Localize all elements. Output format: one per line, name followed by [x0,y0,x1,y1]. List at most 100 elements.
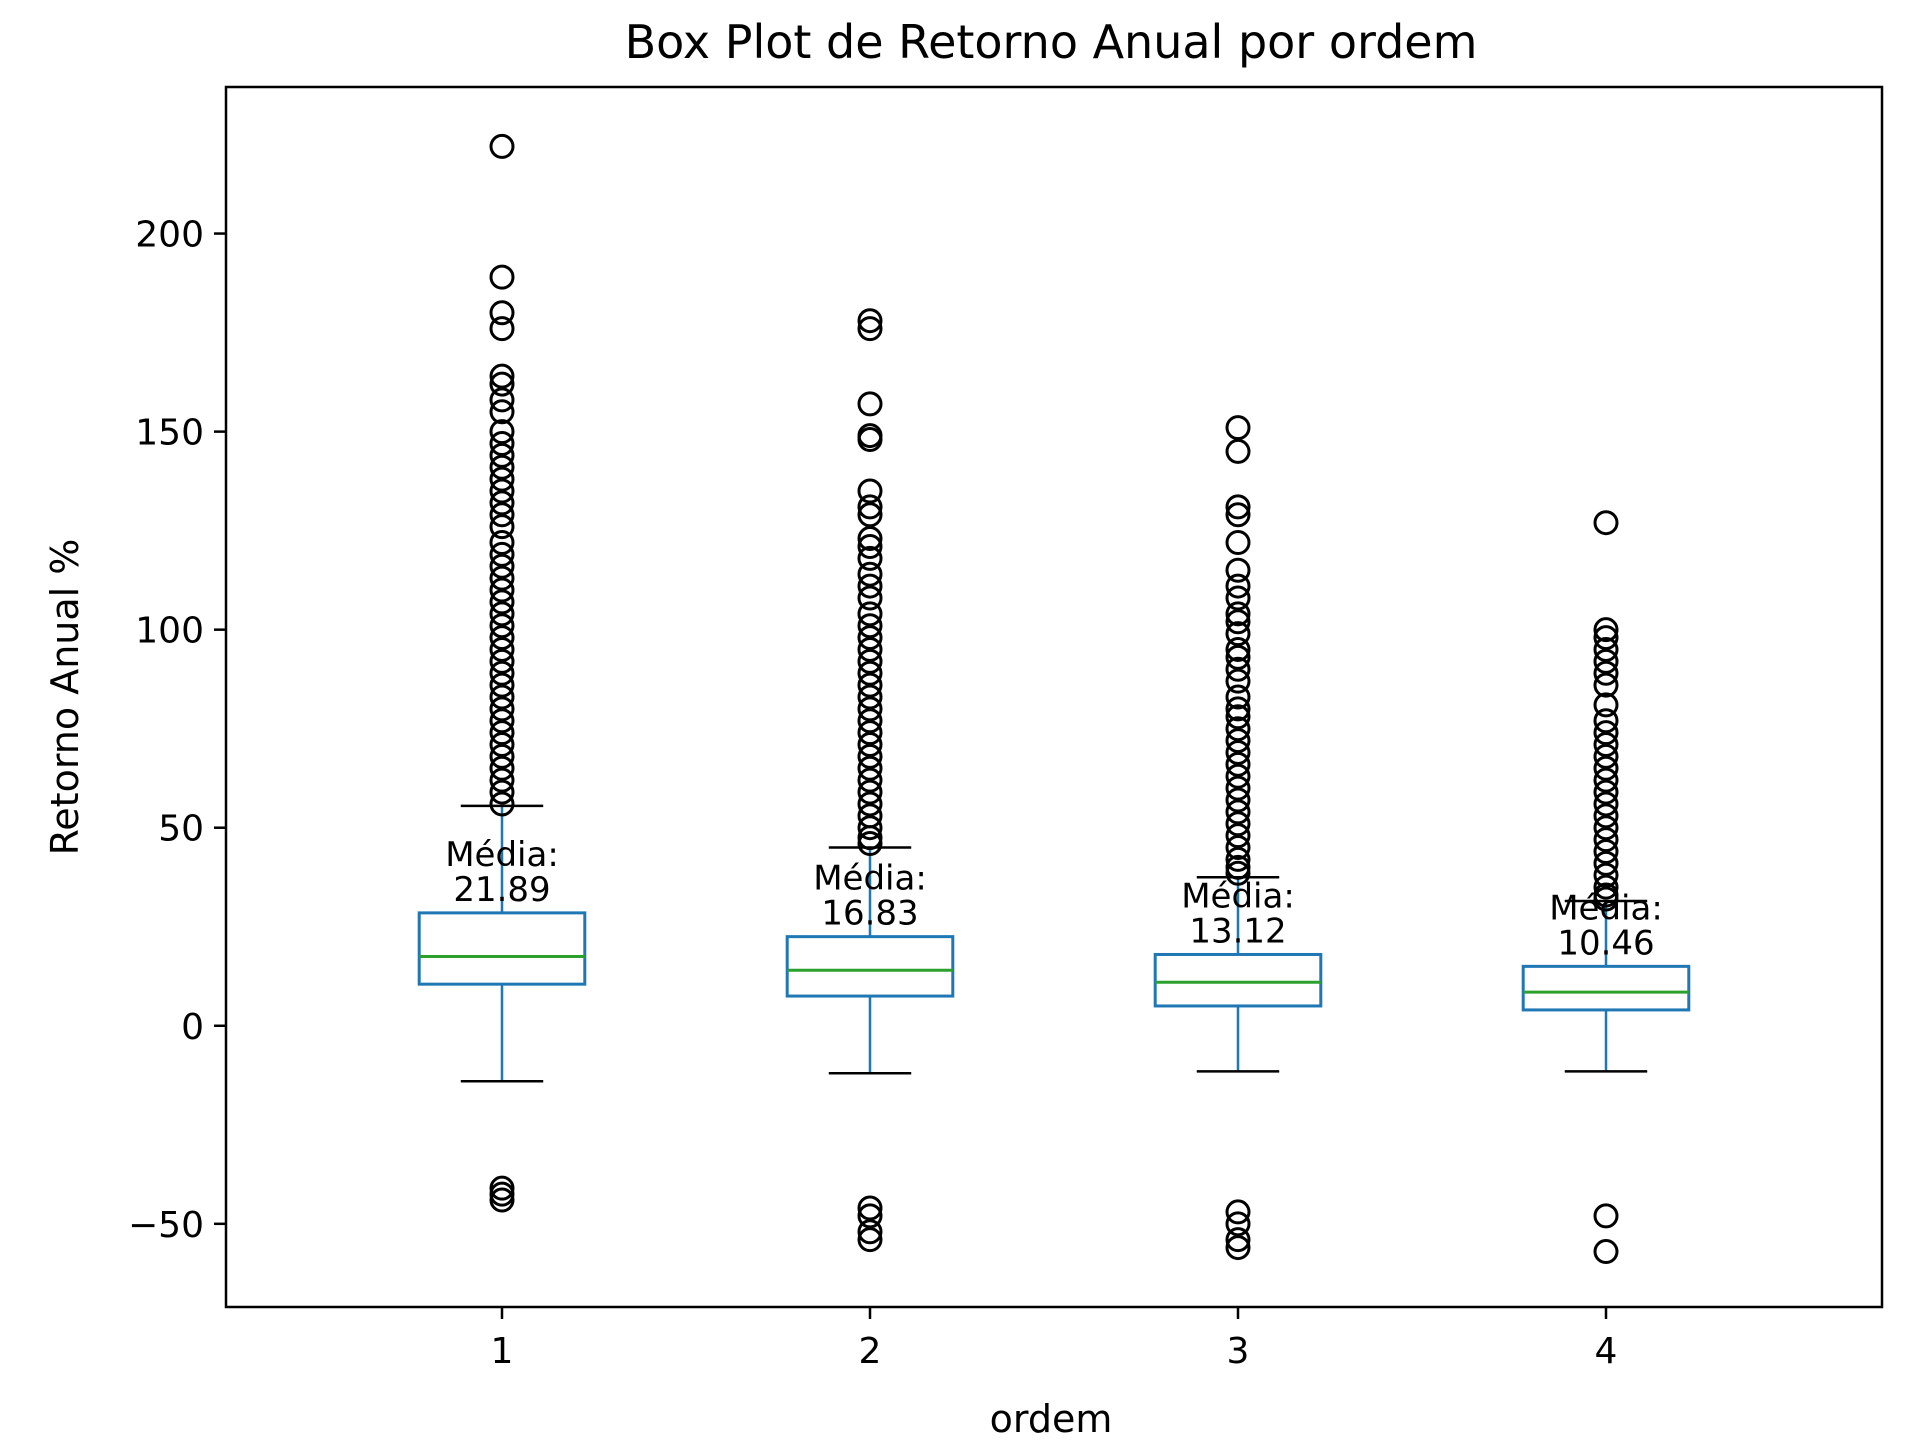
outlier-point [489,530,515,556]
outlier-point [1225,854,1251,880]
outlier-point [489,1181,515,1207]
outlier-point [857,625,883,651]
x-axis-ticks: 1 2 3 4 [491,1307,1618,1372]
outlier-point [857,720,883,746]
outlier-point [1225,557,1251,583]
y-axis-label: Retorno Anual % [43,539,87,856]
outlier-point [1593,838,1619,864]
outlier-point [489,300,515,326]
outlier-point [857,526,883,552]
outlier-point [1225,1235,1251,1261]
outlier-point [489,672,515,698]
outlier-point [489,430,515,456]
outlier-point [857,831,883,857]
outlier-point [857,672,883,698]
outlier-point [1225,438,1251,464]
outlier-point [1593,625,1619,651]
outlier-point [1593,1239,1619,1265]
outlier-point [1225,1227,1251,1253]
outlier-point [489,1175,515,1201]
outlier-point [489,1187,515,1213]
x-tick-label: 1 [491,1331,514,1372]
mean-label-prefix: Média: [445,835,559,875]
outlier-point [489,466,515,492]
outlier-point [1593,874,1619,900]
outlier-point [1225,823,1251,849]
outlier-point [857,743,883,769]
outlier-point [1225,739,1251,765]
outlier-point [489,577,515,603]
outlier-point [489,755,515,781]
outlier-point [1225,609,1251,635]
outlier-point [489,589,515,615]
outlier-point [489,720,515,746]
outlier-point [857,561,883,587]
x-tick-label: 3 [1227,1331,1250,1372]
outlier-point [857,648,883,674]
outlier-point [1593,827,1619,853]
outlier-point [489,696,515,722]
outlier-point [857,601,883,627]
plot-area: Média:21.89 Média:16.83 Média:13.12Média:1… [417,133,1691,1265]
outlier-point [857,1219,883,1245]
outlier-point [1225,684,1251,710]
outlier-point [1593,803,1619,829]
outlier-point [857,1195,883,1221]
outlier-point [1225,502,1251,528]
iqr-box [417,911,587,986]
box-group-1: Média:21.89 [417,133,587,1213]
outlier-point [1593,708,1619,734]
outlier-point [1593,850,1619,876]
y-tick-label: 50 [158,809,204,850]
outlier-point [857,308,883,334]
outlier-point [1225,636,1251,662]
outlier-point [489,442,515,468]
x-tick-label: 4 [1595,1331,1618,1372]
mean-label-value: 21.89 [453,870,550,910]
outlier-point [1225,573,1251,599]
outlier-point [1593,720,1619,746]
outlier-point [1225,494,1251,520]
outlier-point [857,1203,883,1229]
y-tick-label: 150 [135,413,204,454]
outlier-point [857,732,883,758]
outlier-point [1225,668,1251,694]
outlier-point [489,708,515,734]
outlier-point [857,1227,883,1253]
outlier-point [489,454,515,480]
axes-frame [224,85,1884,1309]
outlier-point [1593,648,1619,674]
outlier-point [1225,1211,1251,1237]
x-axis-label: ordem [990,1397,1113,1440]
outlier-point [1593,672,1619,698]
outlier-point [1225,835,1251,861]
outlier-point [857,613,883,639]
outlier-point [489,743,515,769]
outlier-point [489,478,515,504]
outlier-point [1225,415,1251,441]
outlier-point [1225,775,1251,801]
outlier-point [489,371,515,397]
outlier-point [489,601,515,627]
outlier-point [489,399,515,425]
box-group-2: Média:16.83 [785,308,955,1253]
outlier-point [857,696,883,722]
outlier-point [857,585,883,611]
outlier-point [1593,510,1619,536]
outlier-point [1225,728,1251,754]
outlier-point [857,391,883,417]
outlier-point [1225,763,1251,789]
outlier-point [857,755,883,781]
outlier-point [489,363,515,389]
iqr-box [1153,952,1323,1008]
y-tick-label: 100 [135,611,204,652]
outlier-point [489,514,515,540]
outlier-point [489,387,515,413]
outlier-point [489,541,515,567]
mean-label-prefix: Média: [1549,888,1663,928]
outlier-point [857,316,883,342]
y-tick-label: 0 [181,1007,204,1048]
outlier-point [489,264,515,290]
